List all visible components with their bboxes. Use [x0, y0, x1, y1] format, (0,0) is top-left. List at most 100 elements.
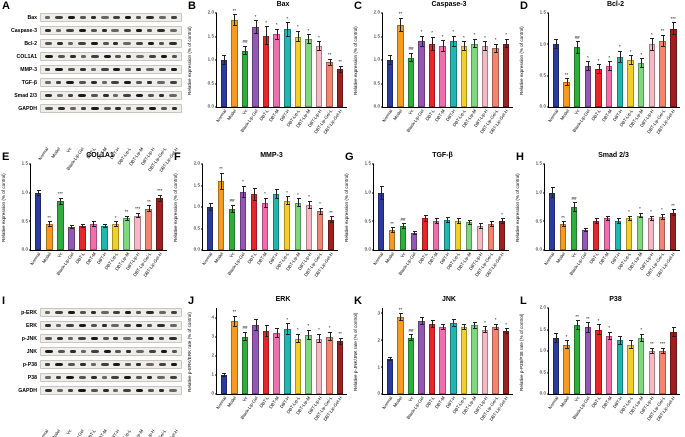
- bar-group: * DBT-Lip-Gel-H: [485, 164, 507, 278]
- error-bar: [554, 39, 559, 50]
- significance-label: *: [328, 325, 331, 331]
- significance-label: *: [629, 48, 632, 54]
- lane-label: Model: [50, 428, 62, 437]
- bar: [460, 45, 468, 107]
- lane: DBT-Lip-Gel-L: [147, 115, 170, 172]
- lane: DBT-M: [96, 397, 111, 437]
- protein-band: [90, 80, 97, 85]
- lane: DBT-Lip-Gel-L: [147, 397, 170, 437]
- bar: [327, 219, 335, 250]
- error-bar: [441, 40, 446, 52]
- error-bar: [114, 221, 119, 228]
- bar: [241, 336, 249, 394]
- significance-label: *: [319, 201, 321, 207]
- significance-label: *: [275, 22, 278, 28]
- error-bar: [219, 172, 224, 191]
- significance-label: *: [318, 34, 320, 40]
- significance-label: **: [327, 52, 332, 58]
- protein-band: [45, 336, 53, 341]
- error-bar: [494, 43, 499, 54]
- blot-band-strip: [40, 360, 182, 369]
- error-bar: [208, 202, 213, 212]
- error-bar: [575, 41, 580, 54]
- significance-label: *: [484, 34, 486, 40]
- panel-L-p38-chart: L P38 Relative p-P38/P38 rate (% of cont…: [518, 295, 685, 437]
- error-bar: [412, 230, 417, 236]
- protein-band: [171, 54, 177, 59]
- significance-label: *: [597, 57, 600, 63]
- bar-group: DBT-Lip-M: [462, 308, 480, 415]
- significance-label: *: [296, 327, 299, 333]
- x-tick-label: Normal: [546, 108, 560, 123]
- lane: DBT-Lip-H: [140, 397, 158, 437]
- bar: [492, 48, 499, 107]
- bar-group: * Blank-Lip-Gel: [572, 13, 593, 133]
- error-bar: [275, 28, 280, 41]
- significance-label: **: [124, 209, 129, 215]
- bar: [407, 337, 415, 394]
- blot-protein-label: P38: [27, 374, 37, 381]
- y-tick-label: 0.5: [364, 218, 371, 224]
- lane: Normal: [37, 115, 52, 160]
- significance-label: *: [639, 206, 641, 212]
- significance-label: **: [338, 59, 342, 65]
- protein-band: [68, 362, 76, 367]
- error-bar: [467, 219, 472, 226]
- error-bar: [420, 317, 425, 326]
- bar: [450, 41, 457, 107]
- bar-group: * DBT-Lip-Gel-H: [489, 13, 511, 135]
- protein-band: [90, 323, 97, 328]
- bar-group: ## Vc: [569, 164, 579, 258]
- protein-band: [68, 15, 76, 20]
- bar: [145, 208, 153, 250]
- lane: DBT-Lip-L: [117, 115, 135, 165]
- protein-band: [125, 67, 132, 72]
- lane: DBT-Lip-M: [128, 115, 147, 166]
- significance-label: *: [297, 191, 299, 197]
- protein-band: [79, 310, 86, 315]
- bar-group: * DBT-Lip-M: [296, 308, 314, 416]
- bar-group: DBT-M: [598, 164, 612, 265]
- bar: [627, 344, 634, 394]
- protein-band: [125, 15, 132, 20]
- blot-row: MMP-3: [2, 63, 182, 76]
- y-tick-mark: [372, 220, 374, 222]
- panel-letter: F: [174, 151, 181, 163]
- y-tick-label: 2.0: [207, 9, 214, 15]
- bar-group: ** DBT-Lip-Gel-L: [313, 13, 335, 135]
- panel-G-tgfb-chart: G TGF-β Relative expression (% of contro…: [343, 151, 514, 293]
- x-tick-label: Model: [41, 251, 53, 265]
- protein-band: [56, 323, 62, 328]
- protein-band: [124, 375, 132, 380]
- bar-group: * DBT-Lip-M: [462, 13, 480, 129]
- protein-band: [136, 323, 143, 328]
- x-tick-label: Normal: [201, 251, 214, 266]
- bar-group: * DBT-Lip-Gel-H: [489, 308, 511, 422]
- protein-band: [90, 106, 99, 111]
- error-bar: [243, 45, 248, 56]
- chart-plot-area: 0.0 0.5 1.0 1.5 2.0 Normal * Model ** Vc ** Blank-L…: [540, 305, 680, 422]
- bar-group: ** Blank-Lip-Gel: [572, 308, 593, 420]
- error-bar: [47, 221, 52, 228]
- y-tick-mark: [215, 355, 217, 357]
- protein-band: [90, 310, 96, 315]
- error-bar: [296, 30, 301, 43]
- bar-group: DBT-M: [434, 308, 448, 409]
- protein-band: [102, 93, 109, 98]
- error-bar: [597, 64, 602, 75]
- protein-band: [145, 67, 154, 72]
- bar: [659, 351, 666, 394]
- protein-band: [45, 323, 52, 328]
- y-tick-label: 0.0: [364, 246, 371, 252]
- significance-label: *: [286, 15, 289, 21]
- bar-group: DBT-Lip-L: [618, 308, 636, 414]
- bar: [305, 204, 313, 250]
- error-bar: [232, 315, 237, 328]
- x-tick-label: DBT-M: [256, 251, 269, 266]
- protein-band: [55, 15, 64, 20]
- y-tick-label: 2.0: [373, 9, 380, 15]
- y-tick-mark: [372, 192, 374, 194]
- y-tick-label: 0.0: [373, 103, 380, 109]
- protein-band: [79, 67, 86, 72]
